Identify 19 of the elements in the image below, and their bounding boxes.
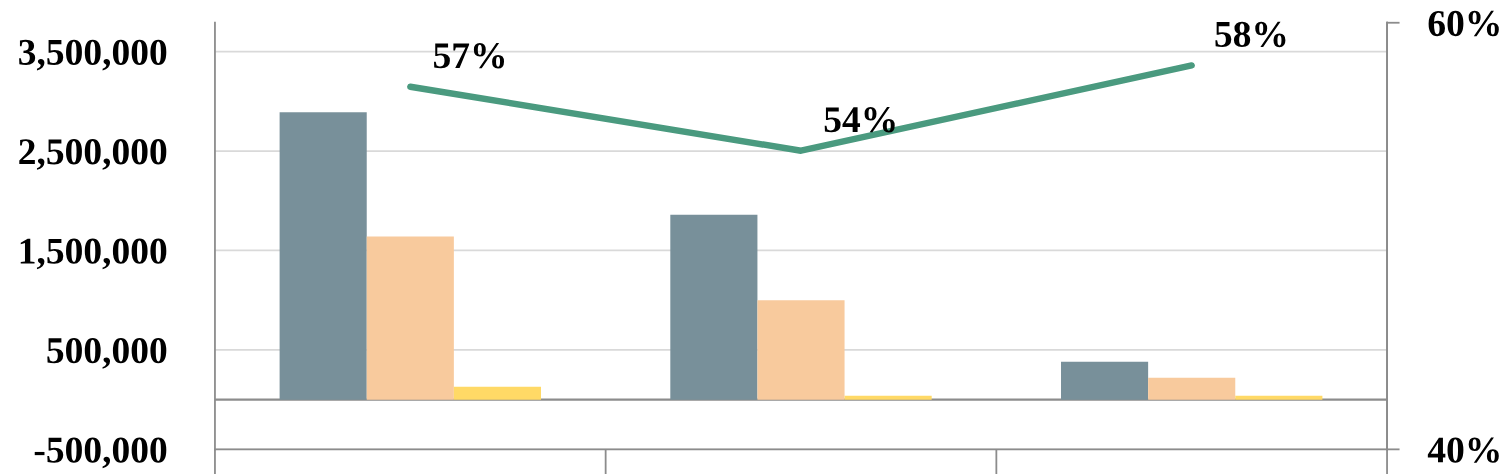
y-tick-label: 500,000: [47, 337, 167, 369]
bar: [279, 112, 367, 400]
bar: [1061, 361, 1149, 400]
bar: [670, 214, 758, 400]
y-tick-label: 3,500,000: [19, 39, 167, 71]
bar: [844, 395, 932, 400]
y-tick-label: -500,000: [34, 437, 167, 469]
data-label: 58%: [1215, 21, 1286, 48]
bar: [757, 300, 845, 400]
bar: [453, 386, 541, 400]
bar: [1235, 395, 1323, 400]
data-label: 57%: [434, 43, 505, 69]
y2-tick-label: 40%: [1427, 437, 1499, 463]
y-tick-label: 2,500,000: [19, 139, 167, 170]
y2-tick-label: 60%: [1428, 10, 1499, 37]
bar: [366, 236, 454, 400]
bar: [1148, 377, 1236, 400]
data-label: 54%: [824, 107, 895, 133]
y-tick-label: 1,500,000: [20, 238, 167, 270]
